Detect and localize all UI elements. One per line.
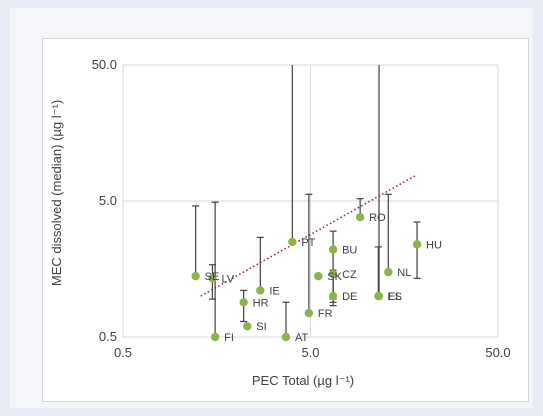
point-label: EL	[388, 291, 401, 303]
data-point	[384, 267, 393, 277]
data-point	[208, 274, 217, 283]
point-label: AT	[295, 332, 309, 344]
data-point	[412, 240, 422, 249]
data-point	[374, 291, 384, 301]
data-point	[243, 322, 252, 331]
grid	[122, 64, 499, 338]
data-point	[191, 271, 200, 281]
chart-frame: 0.5 5.0 50.0 0.5 5.0 50.0 SE LV FI HR SI IE AT PT FR S…	[10, 8, 533, 408]
data-point	[256, 286, 265, 295]
point-label: DE	[342, 291, 357, 303]
y-tick-label: 50.0	[92, 57, 117, 72]
point-label: PT	[301, 237, 315, 249]
point-label: SK	[327, 271, 342, 283]
data-point	[328, 291, 338, 301]
point-label: HU	[426, 239, 442, 251]
point-label: RO	[369, 212, 386, 224]
x-tick-label: 0.5	[114, 345, 132, 360]
data-point	[304, 308, 314, 318]
data-point	[328, 245, 338, 254]
trendline	[200, 174, 418, 297]
point-label: SI	[256, 321, 266, 333]
data-point	[355, 213, 365, 222]
x-tick-label: 5.0	[301, 345, 319, 360]
data-point	[239, 298, 248, 307]
errorbar-layer	[192, 65, 421, 337]
point-label: HR	[253, 297, 269, 309]
y-axis-title: MEC dissolved (median) (µg l⁻¹)	[49, 100, 64, 286]
data-point	[314, 271, 323, 281]
trendline-layer	[200, 174, 418, 297]
point-label: FR	[318, 308, 333, 320]
point-label: IE	[269, 285, 279, 297]
point-label: BU	[342, 244, 357, 256]
x-tick-label: 50.0	[485, 345, 510, 360]
y-tick-label: 5.0	[99, 193, 117, 208]
chart-panel: 0.5 5.0 50.0 0.5 5.0 50.0 SE LV FI HR SI IE AT PT FR S…	[42, 38, 529, 402]
point-label: FI	[224, 332, 234, 344]
point-label: CZ	[342, 269, 357, 281]
data-point	[210, 332, 220, 342]
x-axis-title: PEC Total (µg l⁻¹)	[252, 373, 354, 388]
data-point	[281, 332, 291, 342]
point-label: SE	[205, 271, 220, 283]
point-label: LV	[221, 273, 234, 285]
data-point	[288, 237, 297, 247]
scatter-chart: 0.5 5.0 50.00.55.050.0 SE LVFIHRSIIEATPTFRS…	[49, 57, 511, 388]
y-tick-label: 0.5	[99, 329, 117, 344]
point-label: NL	[397, 267, 411, 279]
point-layer	[191, 213, 422, 342]
axis-ticks: 0.5 5.0 50.0 0.5 5.0 50.0	[92, 57, 511, 360]
point-label: ES	[387, 291, 402, 303]
data-point	[328, 269, 338, 279]
